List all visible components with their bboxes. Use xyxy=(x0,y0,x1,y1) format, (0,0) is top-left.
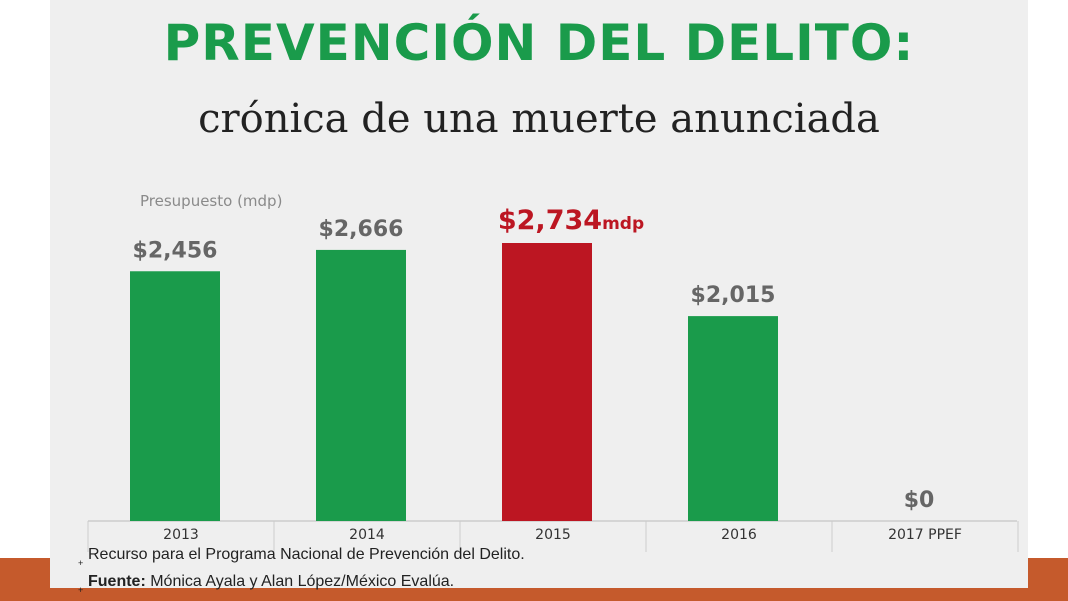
page-title: PREVENCIÓN DEL DELITO: xyxy=(163,14,915,72)
value-unit-label: mdp xyxy=(602,214,644,234)
value-label: $2,734mdp xyxy=(498,205,644,236)
bullet-icon: + xyxy=(78,558,84,568)
bar-2013 xyxy=(130,271,220,521)
x-tick-label: 2013 xyxy=(163,527,199,543)
notes: + Recurso para el Programa Nacional de P… xyxy=(78,545,525,599)
bullet-icon: + xyxy=(78,585,84,595)
y-axis-label: Presupuesto (mdp) xyxy=(140,192,283,210)
bar-2014 xyxy=(316,249,406,521)
x-tick-label: 2014 xyxy=(349,527,385,543)
source-label: Fuente: xyxy=(88,573,146,590)
note-source: + Fuente: Mónica Ayala y Alan López/Méxi… xyxy=(78,572,525,599)
note-program: + Recurso para el Programa Nacional de P… xyxy=(78,545,525,572)
source-text: Mónica Ayala y Alan López/México Evalúa. xyxy=(145,573,455,590)
bar-2015 xyxy=(502,243,592,521)
x-tick-label: 2016 xyxy=(721,527,757,543)
x-tick-label: 2017 PPEF xyxy=(888,527,962,543)
value-label: $2,015 xyxy=(691,283,776,308)
note-program-text: Recurso para el Programa Nacional de Pre… xyxy=(88,546,525,563)
bar-2016 xyxy=(688,316,778,521)
value-label: $0 xyxy=(904,488,935,513)
value-label: $2,666 xyxy=(319,217,404,242)
page-subtitle: crónica de una muerte anunciada xyxy=(198,96,880,142)
x-tick-label: 2015 xyxy=(535,527,571,543)
value-label: $2,456 xyxy=(133,238,218,263)
